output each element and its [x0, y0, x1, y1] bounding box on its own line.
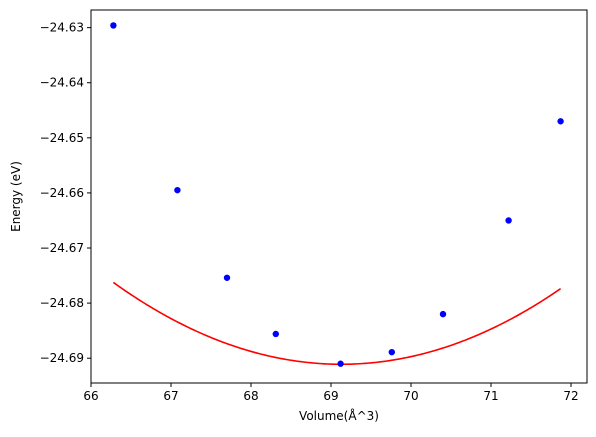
data-point: [110, 22, 117, 29]
x-tick-label: 70: [403, 389, 418, 403]
y-axis: −24.63 −24.64 −24.65 −24.66 −24.67 −24.68 −24.…: [40, 21, 91, 365]
x-axis: 66 67 68 69 70 71 72: [83, 383, 579, 403]
data-point: [337, 360, 344, 367]
y-tick-label: −24.64: [40, 76, 84, 90]
axes-frame: [90, 9, 588, 384]
fit-layer: [112, 281, 562, 366]
x-axis-label: Volume(Å^3): [299, 408, 379, 423]
fit-curve: [112, 281, 562, 366]
data-point: [439, 310, 447, 318]
x-tick-label: 69: [323, 389, 338, 403]
plot-area: [91, 10, 587, 383]
data-point: [223, 274, 231, 281]
y-tick-label: −24.65: [40, 131, 84, 145]
y-tick-label: −24.66: [40, 186, 84, 200]
y-axis-label: Energy (eV): [9, 161, 23, 232]
x-tick-label: 66: [83, 389, 98, 403]
x-tick-label: 68: [243, 389, 258, 403]
data-point: [505, 217, 512, 224]
x-tick-label: 71: [483, 389, 498, 403]
y-tick-label: −24.68: [40, 296, 84, 310]
data-point: [272, 330, 279, 338]
y-tick-label: −24.69: [40, 351, 84, 365]
data-point: [388, 348, 395, 356]
data-point: [174, 186, 181, 194]
x-tick-label: 72: [563, 389, 578, 403]
y-tick-label: −24.67: [40, 241, 84, 255]
points-layer: [110, 22, 564, 367]
x-tick-label: 67: [163, 389, 178, 403]
y-tick-label: −24.63: [40, 21, 84, 35]
data-point: [557, 118, 564, 125]
